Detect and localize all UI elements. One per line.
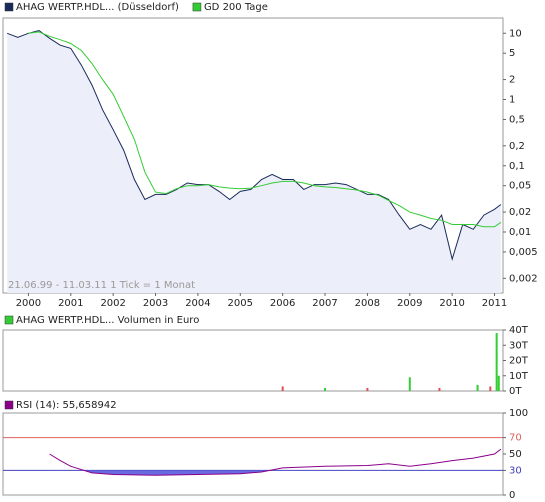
x-tick-label: 2006 — [270, 298, 295, 309]
y-tick-label: 40T — [509, 325, 529, 336]
y-tick-label: 5 — [509, 48, 515, 59]
legend-label: AHAG WERTP.HDL... Volumen in Euro — [16, 315, 199, 326]
rsi-fill — [49, 470, 501, 476]
y-tick-label: 20T — [509, 356, 529, 367]
legend-swatch — [4, 400, 14, 410]
volume-bar — [438, 387, 441, 391]
volume-bar — [489, 386, 492, 391]
series-line — [49, 448, 502, 476]
y-tick-label: 0,01 — [509, 227, 531, 238]
x-tick-label: 2011 — [482, 298, 507, 309]
volume-bar — [408, 377, 411, 391]
plot-area — [2, 329, 504, 392]
y-tick-label: 0,5 — [509, 114, 525, 125]
y-tick-label: 10 — [509, 28, 522, 39]
y-tick-label: 100 — [509, 408, 528, 419]
x-tick-label: 2008 — [355, 298, 380, 309]
y-tick-label: 0,02 — [509, 207, 531, 218]
y-tick-label: 0T — [509, 386, 522, 397]
y-tick-label: 2 — [509, 75, 515, 86]
y-tick-label: 0,2 — [509, 141, 525, 152]
volume-bar — [366, 387, 369, 391]
x-tick-label: 2007 — [312, 298, 337, 309]
x-tick-label: 2002 — [100, 298, 125, 309]
legend-swatch — [4, 2, 14, 12]
y-tick-label: 50 — [509, 449, 522, 460]
y-tick-label: 10T — [509, 371, 529, 382]
y-tick-label: 0,05 — [509, 181, 531, 192]
x-tick-label: 2010 — [439, 298, 464, 309]
y-tick-label: 0,005 — [509, 247, 538, 258]
volume-bar — [495, 333, 498, 391]
y-tick-label: 30T — [509, 340, 529, 351]
volume-bar — [497, 375, 500, 391]
price-area — [7, 30, 501, 293]
x-tick-label: 2004 — [185, 298, 210, 309]
y-tick-label: 0,002 — [509, 273, 538, 284]
x-tick-label: 2003 — [143, 298, 168, 309]
plot-area — [2, 412, 504, 496]
annotation: 21.06.99 - 11.03.11 1 Tick = 1 Monat — [8, 280, 195, 291]
x-tick-label: 2009 — [397, 298, 422, 309]
series-line — [7, 29, 502, 262]
legend-label: AHAG WERTP.HDL... (Düsseldorf) — [16, 2, 179, 13]
volume-bar — [476, 384, 479, 391]
legend-label: RSI (14): 55,658942 — [16, 400, 117, 411]
volume-bar — [324, 387, 327, 391]
x-tick-label: 2000 — [16, 298, 41, 309]
y-tick-label: 70 — [509, 433, 522, 444]
legend-label: GD 200 Tage — [204, 2, 268, 13]
y-tick-label: 30 — [509, 465, 522, 476]
x-tick-label: 2005 — [228, 298, 253, 309]
y-tick-label: 1 — [509, 95, 515, 106]
y-tick-label: 0,1 — [509, 161, 525, 172]
legend-swatch — [4, 315, 14, 325]
y-tick-label: 0 — [509, 490, 515, 501]
x-tick-label: 2001 — [58, 298, 83, 309]
legend-swatch — [192, 2, 202, 12]
volume-bar — [281, 386, 284, 391]
series-line — [28, 31, 502, 228]
